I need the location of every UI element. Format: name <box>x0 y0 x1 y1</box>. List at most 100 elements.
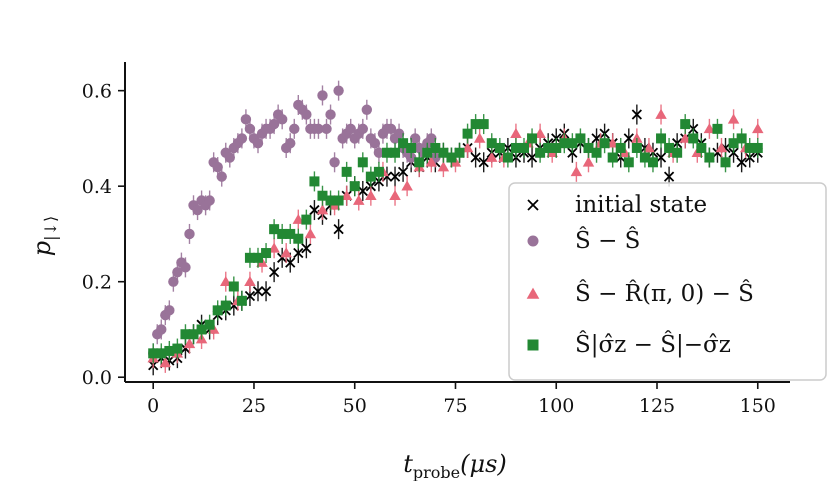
x-axis-label-main: t <box>403 450 413 478</box>
legend-label: Ŝ|σ̂z − Ŝ|−σ̂z <box>575 331 731 358</box>
data-point <box>365 189 377 201</box>
data-point <box>244 275 256 287</box>
data-point <box>401 180 413 191</box>
data-point <box>679 132 691 143</box>
data-point <box>164 305 175 316</box>
legend-entry: Ŝ|σ̂z − Ŝ|−σ̂z <box>527 331 731 358</box>
x-tick-label: 100 <box>538 395 574 417</box>
data-point <box>260 286 272 297</box>
x-marker-stroke <box>244 290 256 302</box>
data-point <box>656 133 667 144</box>
data-point <box>655 108 667 119</box>
data-point <box>486 138 497 149</box>
data-point <box>655 152 667 163</box>
data-point <box>390 147 401 158</box>
data-point <box>736 133 747 144</box>
data-point <box>373 147 385 158</box>
x-marker-stroke <box>663 171 675 182</box>
data-point <box>244 290 256 302</box>
x-marker-stroke <box>526 152 538 163</box>
data-point <box>269 224 280 235</box>
data-point <box>268 118 280 130</box>
x-marker-stroke <box>527 199 539 211</box>
data-point <box>373 166 384 177</box>
data-point <box>631 109 642 120</box>
data-point <box>712 123 723 134</box>
data-point <box>454 147 465 158</box>
legend-entry: initial state <box>527 192 707 218</box>
data-point <box>228 281 239 292</box>
data-point <box>333 85 344 96</box>
x-marker-stroke <box>293 247 304 259</box>
legend-marker <box>527 235 539 247</box>
y-tick-label: 0.0 <box>82 367 112 389</box>
data-point <box>727 113 740 124</box>
data-point <box>752 142 763 153</box>
data-point <box>643 142 655 153</box>
data-point <box>664 142 675 153</box>
data-point <box>437 161 450 172</box>
x-marker-stroke <box>397 166 409 177</box>
data-point <box>736 157 747 168</box>
data-point <box>357 185 368 197</box>
data-point <box>180 329 191 340</box>
data-point <box>534 127 546 138</box>
data-point <box>301 214 312 225</box>
x-tick-label: 0 <box>147 395 159 417</box>
data-point <box>341 166 352 177</box>
data-point <box>607 152 618 163</box>
y-tick-label: 0.6 <box>82 81 112 103</box>
data-point <box>389 171 401 182</box>
data-point <box>543 142 554 153</box>
data-point <box>244 252 255 263</box>
x-marker-stroke <box>591 133 602 144</box>
x-marker-stroke <box>252 286 264 297</box>
data-point <box>353 194 365 205</box>
data-point <box>253 252 263 263</box>
legend-box <box>508 182 827 381</box>
data-point <box>752 123 764 134</box>
data-point <box>582 156 595 167</box>
x-tick-label: 150 <box>740 395 776 417</box>
data-point <box>224 152 235 163</box>
data-point <box>446 152 457 163</box>
data-point <box>340 189 353 201</box>
data-point <box>430 142 441 153</box>
data-point <box>168 276 179 287</box>
data-point <box>397 166 409 177</box>
data-point <box>575 133 586 144</box>
data-point <box>192 204 203 216</box>
data-point <box>414 157 425 168</box>
data-point <box>292 213 305 224</box>
x-marker-stroke <box>260 286 272 297</box>
data-point <box>583 142 594 153</box>
x-marker-stroke <box>736 157 747 168</box>
data-point <box>672 147 683 158</box>
x-tick-label: 50 <box>343 395 367 417</box>
series-layer <box>147 80 764 376</box>
data-point <box>172 343 183 354</box>
data-point <box>720 157 731 168</box>
data-point <box>216 171 227 182</box>
data-point <box>357 157 368 168</box>
data-point <box>473 132 486 143</box>
y-tick-label: 0.2 <box>82 272 112 294</box>
data-point <box>183 338 196 349</box>
legend: initial state Ŝ − Ŝ Ŝ − R̂(π, 0) − Ŝ Ŝ|σ̂z … <box>508 182 827 381</box>
x-marker-stroke <box>357 185 368 197</box>
data-point <box>393 128 405 139</box>
data-point <box>204 195 215 206</box>
legend-marker <box>527 199 539 211</box>
y-axis-label-main: p <box>28 241 56 256</box>
data-point <box>462 128 473 139</box>
data-point <box>220 300 231 311</box>
data-point <box>715 142 728 153</box>
legend-entry: Ŝ − R̂(π, 0) − Ŝ <box>526 280 754 307</box>
x-marker-stroke <box>381 171 393 182</box>
data-point <box>276 114 288 125</box>
data-point <box>703 123 716 134</box>
x-marker-stroke <box>301 243 312 254</box>
x-marker-stroke <box>655 152 667 163</box>
data-point <box>252 286 264 297</box>
data-point <box>494 142 505 153</box>
